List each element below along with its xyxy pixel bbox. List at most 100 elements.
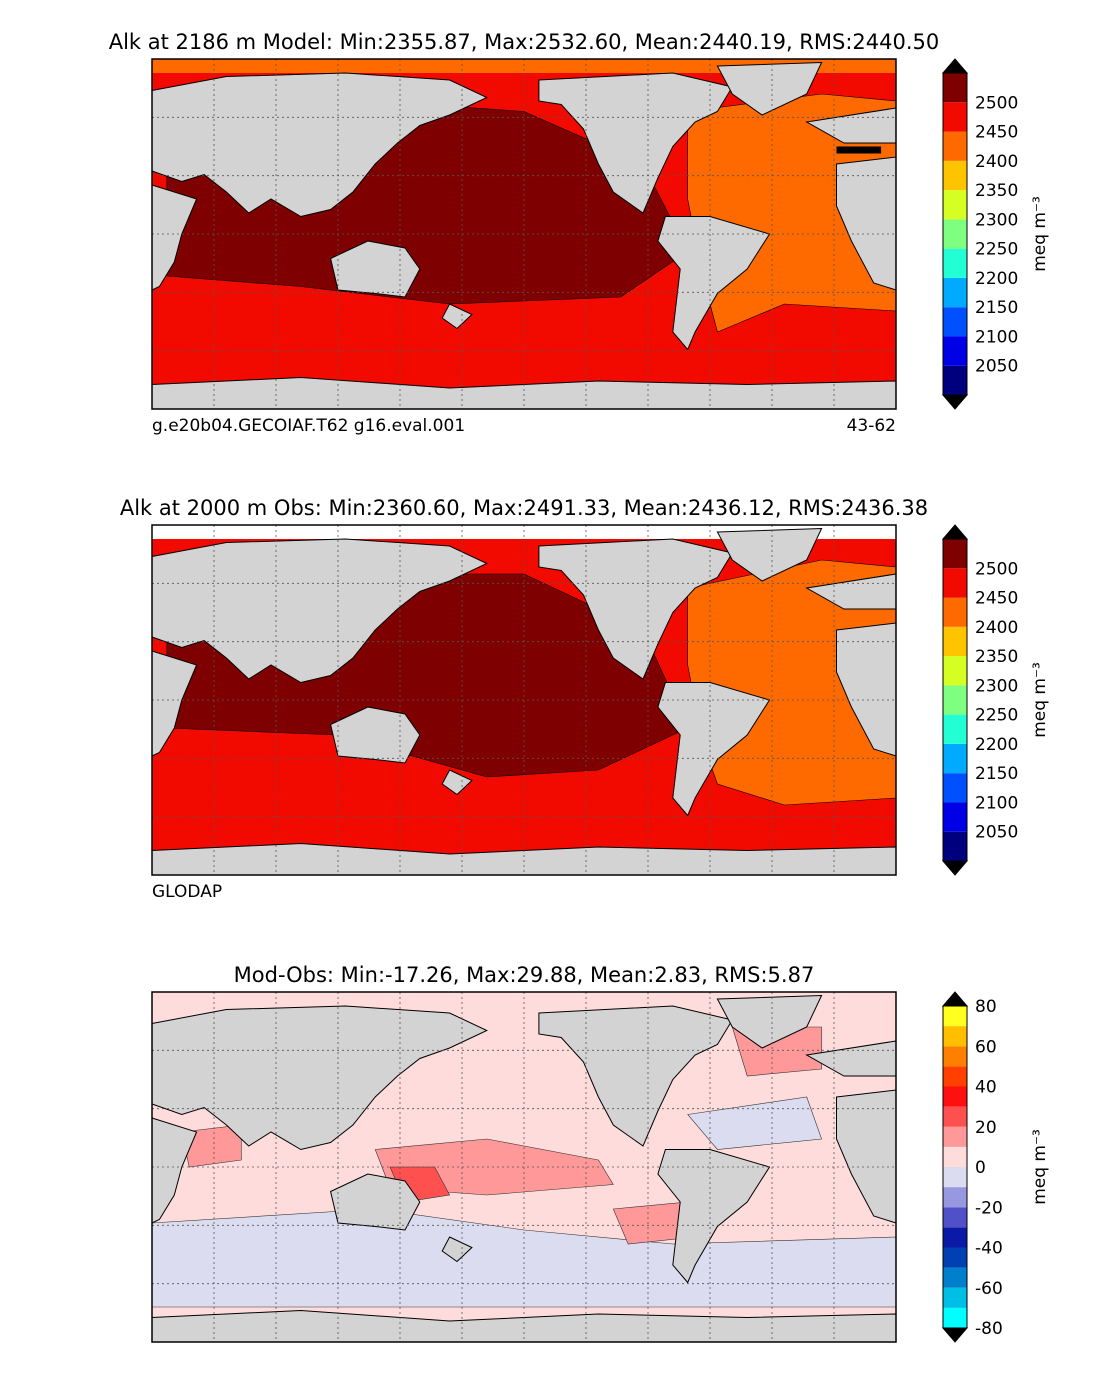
colorbar-tick-label: 2250 — [975, 240, 1018, 260]
panel-model: Alk at 2186 m Model: Min:2355.87, Max:25… — [109, 30, 1050, 436]
colorbar-tick-label: 2150 — [975, 298, 1018, 318]
colorbar-under-arrow — [941, 860, 969, 876]
colorbar-tick-label: 40 — [975, 1078, 997, 1098]
colorbar-over-arrow — [941, 991, 969, 1007]
colorbar-cell — [943, 1287, 967, 1308]
land-new-zealand — [441, 1236, 473, 1263]
colorbar-cell — [943, 277, 967, 308]
colorbar-tick-label: 2300 — [975, 676, 1018, 696]
land-south-america — [657, 682, 771, 817]
land-north-america — [538, 1005, 734, 1147]
land-greenland — [716, 61, 823, 116]
colorbar-frame — [942, 1005, 968, 1329]
colorbar-over-arrow — [941, 58, 969, 74]
colorbar-tick-label: 2500 — [975, 559, 1018, 579]
colorbar-cell — [943, 656, 967, 686]
panel-footer-left: GLODAP — [152, 882, 222, 902]
colorbar-cell — [943, 365, 967, 395]
colorbar-frame — [942, 72, 968, 396]
colorbar-cell — [943, 1006, 967, 1027]
colorbar-tick-label: 2200 — [975, 735, 1018, 755]
land-greenland — [716, 994, 823, 1049]
colorbar-cell — [943, 743, 967, 774]
colorbar-cell — [943, 307, 967, 337]
colorbar-cell — [943, 568, 967, 598]
land-south-america — [657, 1149, 771, 1284]
colorbar-tick-label: 2300 — [975, 210, 1018, 230]
colorbar-unit-label: meq m⁻³ — [1030, 1129, 1050, 1205]
land-south-america — [657, 216, 771, 351]
colorbar-cell — [943, 131, 967, 161]
colorbar-cell — [943, 714, 967, 744]
colorbar-cell — [943, 1267, 967, 1288]
land-new-zealand — [441, 303, 473, 330]
panel-title: Mod-Obs: Min:-17.26, Max:29.88, Mean:2.8… — [234, 963, 815, 987]
land-eurasia — [151, 1005, 488, 1151]
land-north-america — [538, 538, 734, 680]
colorbar-cell — [943, 1207, 967, 1228]
land-eurasia — [151, 72, 488, 218]
colorbar-cell — [943, 160, 967, 191]
colorbar-cell — [943, 1126, 967, 1147]
colorbar-cell — [943, 1247, 967, 1268]
colorbar-cell — [943, 1046, 967, 1067]
colorbar-cell — [943, 802, 967, 832]
diff-atlantic-negative — [687, 1096, 823, 1150]
colorbar-tick-label: 80 — [975, 997, 997, 1017]
colorbar-tick-label: -60 — [975, 1279, 1003, 1299]
land-north-america — [538, 72, 734, 214]
land-australia — [330, 706, 421, 764]
colorbar-tick-label: 2200 — [975, 269, 1018, 289]
colorbar-tick-label: 2100 — [975, 793, 1018, 813]
panel-obs: Alk at 2000 m Obs: Min:2360.60, Max:2491… — [120, 496, 1050, 902]
colorbar-cell — [943, 626, 967, 657]
colorbar-cell — [943, 219, 967, 249]
colorbar-tick-label: 2100 — [975, 327, 1018, 347]
colorbar-cell — [943, 190, 967, 220]
land-eurasia — [151, 538, 488, 684]
colorbar-cell — [943, 1026, 967, 1047]
panel-title: Alk at 2186 m Model: Min:2355.87, Max:25… — [109, 30, 940, 54]
colorbar-frame — [942, 538, 968, 862]
colorbar-cell — [943, 1227, 967, 1248]
colorbar-tick-label: 2450 — [975, 123, 1018, 143]
colorbar-cell — [943, 248, 967, 278]
panel-footer-left: g.e20b04.GECOIAF.T62 g16.eval.001 — [152, 416, 465, 436]
colorbar-cell — [943, 1066, 967, 1087]
colorbar-tick-label: 20 — [975, 1118, 997, 1138]
colorbar-under-arrow — [941, 1327, 969, 1343]
panel-title: Alk at 2000 m Obs: Min:2360.60, Max:2491… — [120, 496, 928, 520]
colorbar-cell — [943, 336, 967, 366]
panel-footer-right: 43-62 — [847, 416, 896, 436]
land-australia — [330, 1173, 421, 1231]
land-new-zealand — [441, 769, 473, 796]
field-mediterranean — [836, 146, 882, 154]
panel-diff: Mod-Obs: Min:-17.26, Max:29.88, Mean:2.8… — [151, 963, 1050, 1343]
colorbar-cell — [943, 102, 967, 132]
colorbar-cell — [943, 831, 967, 861]
colorbar-cell — [943, 685, 967, 715]
colorbar-tick-label: 2450 — [975, 589, 1018, 609]
colorbar-tick-label: 2400 — [975, 152, 1018, 172]
colorbar-under-arrow — [941, 394, 969, 410]
colorbar-cell — [943, 1086, 967, 1107]
colorbar-tick-label: 60 — [975, 1037, 997, 1057]
colorbar-tick-label: 2350 — [975, 181, 1018, 201]
colorbar-over-arrow — [941, 524, 969, 540]
map-frame — [151, 991, 897, 1343]
map-frame — [151, 58, 897, 410]
colorbar-cell — [943, 597, 967, 627]
map-frame — [151, 524, 897, 876]
colorbar-tick-label: 0 — [975, 1158, 986, 1178]
colorbar-tick-label: 2250 — [975, 706, 1018, 726]
colorbar-cell — [943, 1106, 967, 1127]
colorbar-cell — [943, 1187, 967, 1208]
colorbar-tick-label: 2150 — [975, 764, 1018, 784]
colorbar-unit-label: meq m⁻³ — [1030, 662, 1050, 738]
colorbar-unit-label: meq m⁻³ — [1030, 196, 1050, 272]
land-australia — [330, 240, 421, 298]
colorbar-tick-label: 2050 — [975, 357, 1018, 377]
colorbar-tick-label: 2500 — [975, 93, 1018, 113]
